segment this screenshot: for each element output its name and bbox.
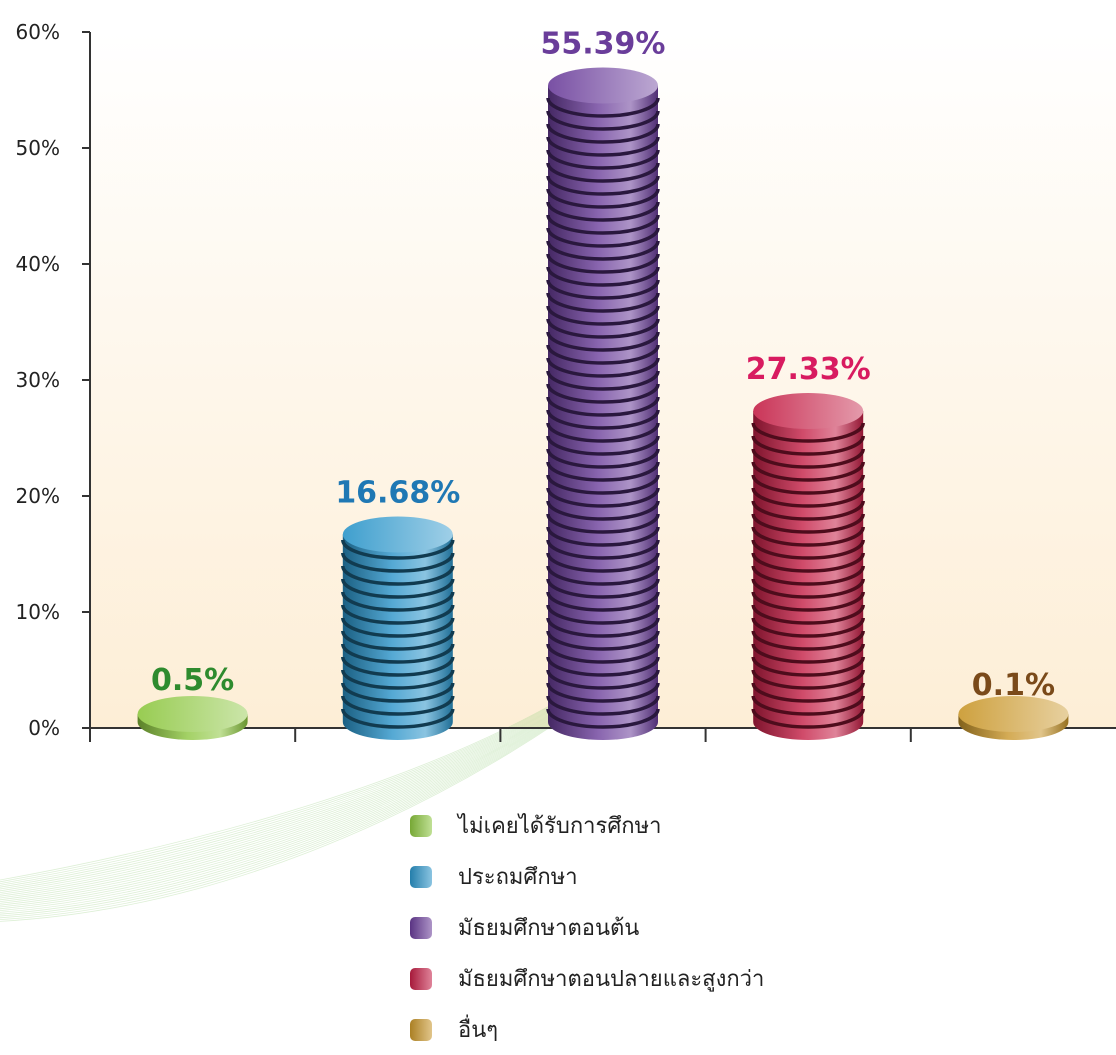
bar: [341, 516, 455, 740]
data-label: 0.1%: [972, 668, 1055, 703]
data-label: 16.68%: [335, 476, 460, 511]
legend-item: ประถมศึกษา: [410, 851, 970, 902]
decorative-swoosh: [0, 699, 561, 922]
y-tick-label: 60%: [16, 20, 60, 44]
data-label: 27.33%: [746, 352, 871, 387]
legend: ไม่เคยได้รับการศึกษา ประถมศึกษา มัธยมศึก…: [410, 800, 970, 1055]
legend-swatch: [410, 967, 432, 990]
bar: [958, 696, 1069, 740]
bar-chart: 0% 10% 20% 30% 40% 50% 60% 0.5% 16.68% 55.39% 27.3…: [0, 20, 1116, 922]
data-label: 55.39%: [541, 26, 666, 61]
legend-swatch: [410, 865, 432, 888]
legend-label: ประถมศึกษา: [458, 865, 578, 890]
y-tick-label: 40%: [16, 252, 60, 276]
legend-item: ไม่เคยได้รับการศึกษา: [410, 800, 970, 851]
y-tick-label: 20%: [16, 484, 60, 508]
data-label: 0.5%: [151, 663, 234, 698]
legend-item: มัธยมศึกษาตอนปลายและสูงกว่า: [410, 953, 970, 1004]
legend-item: มัธยมศึกษาตอนต้น: [410, 902, 970, 953]
bar: [751, 392, 865, 740]
legend-label: มัธยมศึกษาตอนต้น: [458, 916, 640, 941]
legend-swatch: [410, 814, 432, 837]
legend-label: มัธยมศึกษาตอนปลายและสูงกว่า: [458, 967, 765, 992]
bar: [137, 696, 248, 740]
legend-label: ไม่เคยได้รับการศึกษา: [458, 814, 662, 839]
y-tick-label: 30%: [16, 368, 60, 392]
y-tick-label: 10%: [16, 600, 60, 624]
y-tick-label: 50%: [16, 136, 60, 160]
legend-item: อื่นๆ: [410, 1004, 970, 1055]
legend-label: อื่นๆ: [458, 1018, 499, 1043]
legend-swatch: [410, 1018, 432, 1041]
bar: [546, 67, 660, 740]
legend-swatch: [410, 916, 432, 939]
y-tick-label: 0%: [28, 716, 60, 740]
chart-container: 0% 10% 20% 30% 40% 50% 60% 0.5% 16.68% 55.39% 27.3…: [0, 20, 1116, 1043]
